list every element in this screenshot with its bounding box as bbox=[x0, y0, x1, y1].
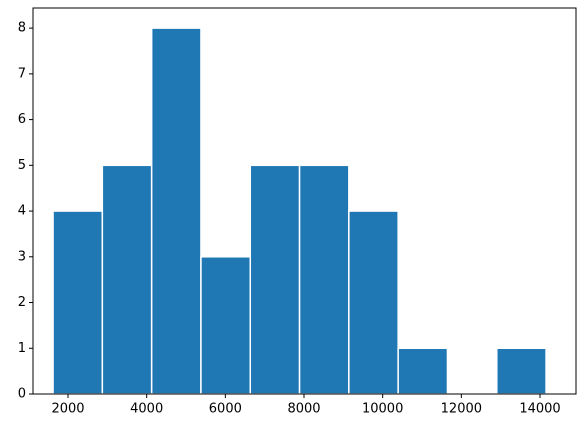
bar bbox=[397, 347, 449, 395]
x-tick-label: 4000 bbox=[130, 402, 163, 417]
bar bbox=[348, 210, 399, 395]
y-tick-label: 0 bbox=[18, 387, 26, 402]
y-tick-label: 2 bbox=[18, 295, 26, 310]
y-tick-label: 1 bbox=[18, 341, 26, 356]
x-tick-label: 12000 bbox=[441, 402, 482, 417]
bar bbox=[496, 347, 547, 395]
plot-frame bbox=[32, 7, 577, 395]
bar bbox=[249, 164, 301, 395]
bar bbox=[298, 164, 350, 395]
bar bbox=[200, 256, 252, 395]
y-tick-label: 3 bbox=[18, 249, 26, 264]
y-tick-label: 8 bbox=[18, 21, 26, 36]
x-tick-label: 2000 bbox=[51, 402, 84, 417]
x-tick-label: 8000 bbox=[287, 402, 320, 417]
y-tick-label: 5 bbox=[18, 158, 26, 173]
bar bbox=[150, 27, 202, 395]
x-tick-label: 10000 bbox=[362, 402, 403, 417]
bar bbox=[52, 210, 104, 395]
x-tick-label: 14000 bbox=[519, 402, 560, 417]
x-tick-label: 6000 bbox=[209, 402, 242, 417]
y-tick-label: 4 bbox=[18, 204, 26, 219]
y-tick-label: 6 bbox=[18, 112, 26, 127]
bar bbox=[101, 164, 153, 395]
y-tick-label: 7 bbox=[18, 66, 26, 81]
